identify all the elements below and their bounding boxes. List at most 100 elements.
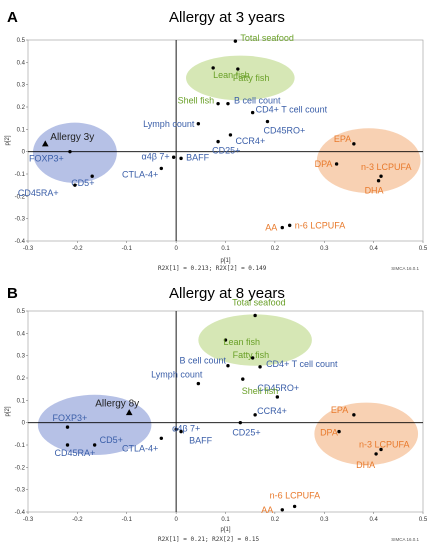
point-label-n-3-lcpufa: n-3 LCPUFA [361,162,412,172]
point-label-aa: AA [261,505,273,515]
point-label-cd5-plus: CD5+ [71,178,94,188]
point-cd4-plus-t-cell-count [258,365,262,369]
y-tick-label: 0.3 [17,83,26,89]
point-n-3-lcpufa [379,174,383,178]
x-tick-label: 0.1 [221,517,230,523]
point-cd5-plus [90,174,94,178]
allergy-marker-label: Allergy 8y [95,399,139,410]
point-label-epa: EPA [331,405,348,415]
point-label-dha: DHA [356,460,375,470]
point-label-lymph-count: Lymph count [151,370,203,380]
point-label-baff: BAFF [189,436,213,446]
point-dpa [334,162,339,166]
point-label-b-cell-count: B cell count [179,356,226,366]
x-tick-label: -0.1 [122,517,133,523]
point-aa [280,225,284,230]
point-label-shell-fish: Shell fish [178,96,215,106]
point-epa [352,142,356,146]
y-tick-label: -0.4 [15,510,26,516]
point-cd45ro-plus [275,395,280,399]
point-label-alpha4beta-7-plus: α4β 7+ [142,151,170,161]
allergy-marker-triangle [41,140,49,147]
point-label-ccr4-plus: CCR4+ [235,136,265,146]
x-tick-label: 0 [174,246,178,252]
y-tick-label: -0.3 [15,217,26,223]
point-shell-fish [241,377,245,381]
chart-panel-a: A Allergy at 3 years -0.3 -0.2 -0.1 0 0.1 0.2 0.… [5,9,428,272]
point-lymph-count [196,122,201,126]
point-label-total-seafood: Total seafood [240,33,294,43]
panel-letter: A [7,9,18,26]
point-label-cd45ro-plus: CD45RO+ [263,126,305,136]
point-label-cd25-plus: CD25+ [212,146,240,156]
x-tick-label: 0.1 [221,246,230,252]
point-n-6-lcpufa [287,223,292,228]
point-fatty-fish [250,356,255,360]
y-tick-label: 0.2 [17,376,26,382]
x-tick-label: -0.2 [72,517,83,523]
point-ccr4-plus [253,413,257,417]
chart-panel-b: B Allergy at 8 years -0.3 -0.2 -0.1 0 0.1 0.2 0.… [5,285,428,543]
y-tick-label: 0.1 [17,398,26,404]
point-label-lean-fish: Lean fish [224,337,261,347]
point-label-shell-fish: Shell fish [242,386,279,396]
r2x-footnote: R2X[1] = 0.21; R2X[2] = 0.15 [158,536,260,543]
point-alpha4beta-7-plus [171,155,176,159]
point-label-dha: DHA [365,186,384,196]
y-tick-label: -0.3 [15,488,26,494]
y-axis-label: p[2] [5,135,11,145]
point-total-seafood [253,313,257,318]
software-brand: SIMCA 16.0.1 [391,537,419,542]
y-tick-label: -0.1 [15,172,26,178]
point-label-fatty-fish: Fatty fish [233,350,270,360]
x-tick-label: 0.4 [369,517,378,523]
point-alpha4beta-7-plus [174,427,178,432]
x-tick-label: 0.2 [271,246,280,252]
point-cd4-plus-t-cell-count [250,110,255,115]
point-cd45ra-plus [65,443,70,447]
x-tick-label: 0.3 [320,246,329,252]
point-baff [179,156,183,161]
point-shell-fish [216,101,220,106]
point-label-ccr4-plus: CCR4+ [257,406,287,416]
x-tick-label: 0.4 [369,246,378,252]
point-label-alpha4beta-7-plus: α4β 7+ [172,423,200,433]
point-label-lymph-count: Lymph count [143,119,195,129]
x-tick-label: 0.2 [271,517,280,523]
point-label-ctla-4-plus: CTLA-4+ [122,443,158,453]
y-tick-label: -0.1 [15,443,26,449]
y-tick-label: -0.2 [15,465,26,471]
y-tick-label: 0.4 [17,331,26,337]
point-label-n-6-lcpufa: n-6 LCPUFA [295,220,346,230]
point-label-b-cell-count: B cell count [234,96,281,106]
point-total-seafood [233,39,238,43]
point-fatty-fish [236,67,240,71]
point-label-cd45ra-plus: CD45RA+ [18,188,59,198]
point-label-foxp3-plus: FOXP3+ [53,413,88,423]
point-dha [374,452,378,456]
point-epa [352,413,356,417]
x-tick-label: 0 [174,517,178,523]
point-label-baff: BAFF [186,152,210,162]
group-ellipse-allergy [32,122,117,183]
y-tick-label: 0 [22,150,26,156]
point-label-cd45ro-plus: CD45RO+ [257,383,299,393]
point-label-dpa: DPA [315,159,333,169]
y-tick-label: -0.2 [15,194,26,200]
group-ellipse-fish [198,314,312,366]
allergy-marker-triangle [125,409,133,416]
point-label-cd5-plus: CD5+ [100,435,123,445]
x-tick-label: -0.1 [122,246,133,252]
point-foxp3-plus [68,149,72,154]
x-tick-label: -0.3 [23,517,34,523]
point-baff [179,429,183,434]
y-tick-label: 0.3 [17,354,26,360]
point-label-foxp3-plus: FOXP3+ [29,154,64,164]
point-label-total-seafood: Total seafood [232,297,286,307]
point-lymph-count [196,381,201,386]
r2x-footnote: R2X[1] = 0.213; R2X[2] = 0.149 [158,265,267,272]
x-tick-label: 0.5 [419,246,428,252]
x-axis-label: p[1] [220,258,230,264]
point-label-cd4-plus-t-cell-count: CD4+ T cell count [266,359,338,369]
